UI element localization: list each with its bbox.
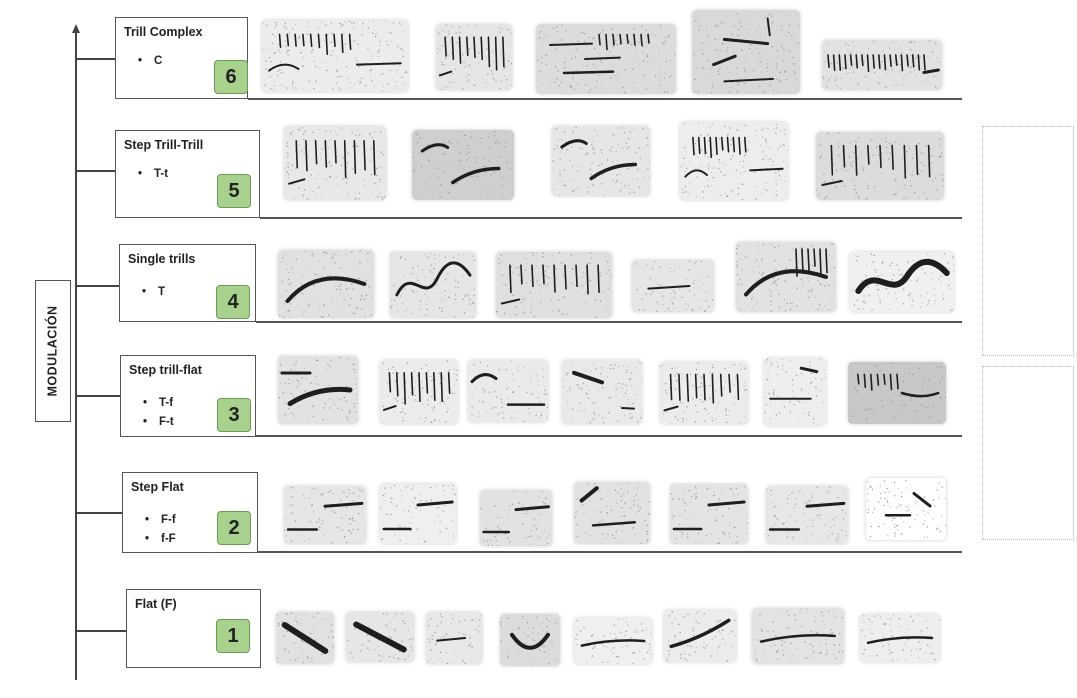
bullet: •: [145, 514, 150, 526]
spectrogram-thumbnail: [752, 608, 844, 664]
code-label: T-t: [154, 168, 169, 180]
category-box-trill-complex: Trill Complex • C 6: [115, 17, 248, 99]
bullet: •: [142, 286, 147, 298]
spectrogram-thumbnail: [412, 130, 514, 200]
rank-badge: 1: [216, 619, 250, 653]
axis-branch: [76, 58, 116, 60]
bullet: •: [145, 533, 150, 545]
group-bracket-lower: [982, 366, 1074, 540]
category-box-step-trill-flat: Step trill-flat • T-f • F-t 3: [120, 355, 256, 437]
spectrogram-thumbnail: [496, 252, 612, 318]
spectrogram-thumbnail: [764, 358, 826, 426]
code-label: F-t: [159, 416, 174, 428]
spectrogram-thumbnail: [426, 612, 482, 664]
spectrogram-thumbnail: [536, 24, 676, 94]
spectrogram-thumbnail: [346, 612, 414, 662]
axis-branch: [76, 630, 127, 632]
category-box-step-flat: Step Flat • F-f • f-F 2: [122, 472, 258, 553]
spectrogram-thumbnail: [860, 614, 940, 662]
bullet: •: [138, 55, 143, 67]
rank-badge: 6: [214, 60, 248, 94]
spectrogram-thumbnail: [848, 362, 946, 424]
spectrogram-thumbnail: [816, 132, 944, 200]
category-title: Trill Complex: [124, 25, 203, 39]
row-baseline: [260, 217, 962, 219]
code-item: • T-t: [138, 165, 168, 184]
spectrogram-thumbnail: [552, 126, 650, 196]
axis-branch: [76, 285, 120, 287]
spectrogram-thumbnail: [562, 360, 642, 424]
spectrogram-thumbnail: [850, 252, 954, 312]
category-box-single-trills: Single trills • T 4: [119, 244, 256, 322]
spectrogram-thumbnail: [766, 486, 848, 544]
code-label: T: [158, 286, 166, 298]
spectrogram-thumbnail: [574, 482, 650, 544]
spectrogram-thumbnail: [380, 484, 456, 544]
axis-label: MODULACIÓN: [46, 305, 61, 397]
axis-branch: [76, 170, 116, 172]
code-label: T-f: [159, 397, 174, 409]
category-box-step-trill-trill: Step Trill-Trill • T-t 5: [115, 130, 260, 218]
rank-badge: 4: [216, 285, 250, 319]
code-item: • C: [138, 52, 162, 71]
spectrogram-thumbnail: [480, 490, 552, 546]
spectrogram-thumbnail: [692, 10, 800, 94]
spectrogram-thumbnail: [736, 242, 836, 312]
axis-label-box: MODULACIÓN: [35, 280, 71, 422]
bullet: •: [143, 416, 148, 428]
code-item: • F-f: [145, 511, 176, 530]
rank-badge: 5: [217, 174, 251, 208]
category-codes: • T-f • F-t: [143, 394, 174, 432]
spectrogram-thumbnail: [276, 612, 334, 664]
row-baseline: [256, 321, 962, 323]
category-title: Step trill-flat: [129, 363, 202, 377]
bullet: •: [143, 397, 148, 409]
code-label: F-f: [161, 514, 176, 526]
category-codes: • T: [142, 283, 165, 302]
spectrogram-thumbnail: [278, 250, 374, 318]
spectrogram-thumbnail: [822, 40, 942, 90]
axis-branch: [76, 512, 123, 514]
rank-badge: 3: [217, 398, 251, 432]
row-baseline: [248, 98, 962, 100]
category-title: Step Flat: [131, 480, 184, 494]
code-item: • f-F: [145, 530, 176, 549]
spectrogram-thumbnail: [278, 356, 358, 424]
spectrogram-thumbnail: [680, 122, 788, 200]
category-box-flat: Flat (F) 1: [126, 589, 261, 668]
spectrogram-thumbnail: [436, 24, 512, 90]
group-bracket-upper: [982, 126, 1074, 356]
axis-branch: [76, 395, 121, 397]
category-codes: • T-t: [138, 165, 168, 184]
modulation-axis-line: [75, 32, 77, 680]
category-codes: • C: [138, 52, 162, 71]
row-baseline: [258, 551, 962, 553]
spectrogram-thumbnail: [500, 614, 560, 666]
spectrogram-thumbnail: [468, 360, 548, 422]
spectrogram-thumbnail: [670, 484, 748, 544]
bullet: •: [138, 168, 143, 180]
code-label: f-F: [161, 533, 176, 545]
code-item: • T-f: [143, 394, 174, 413]
code-label: C: [154, 55, 163, 67]
spectrogram-thumbnail: [632, 260, 714, 312]
spectrogram-thumbnail: [866, 478, 946, 540]
code-item: • F-t: [143, 413, 174, 432]
axis-arrow-icon: [72, 24, 80, 33]
category-title: Flat (F): [135, 597, 177, 611]
spectrogram-thumbnail: [380, 360, 458, 424]
spectrogram-thumbnail: [262, 20, 408, 92]
rank-badge: 2: [217, 511, 251, 545]
spectrogram-thumbnail: [284, 486, 366, 544]
spectrogram-thumbnail: [664, 610, 736, 662]
code-item: • T: [142, 283, 165, 302]
category-codes: • F-f • f-F: [145, 511, 176, 549]
category-title: Single trills: [128, 252, 196, 266]
category-title: Step Trill-Trill: [124, 138, 204, 152]
spectrogram-thumbnail: [574, 618, 652, 664]
spectrogram-thumbnail: [390, 252, 476, 318]
row-baseline: [256, 435, 962, 437]
spectrogram-thumbnail: [660, 362, 748, 424]
spectrogram-thumbnail: [284, 126, 386, 200]
